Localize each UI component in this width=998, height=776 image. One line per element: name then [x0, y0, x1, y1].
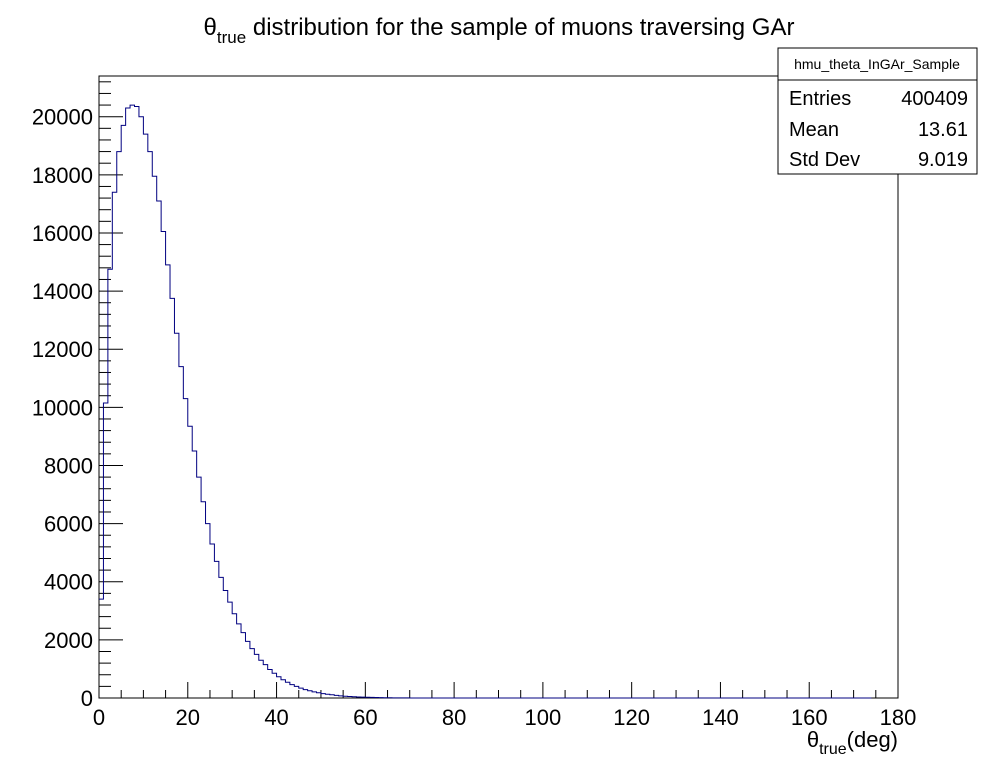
- chart-title-subscript: true: [217, 28, 246, 47]
- chart-title: θtrue distribution for the sample of muo…: [204, 14, 795, 47]
- y-tick-label: 16000: [32, 221, 93, 246]
- histogram-series-line: [99, 104, 872, 699]
- x-tick-label: 120: [613, 705, 650, 730]
- y-tick-label: 6000: [44, 512, 93, 537]
- stats-stddev-label: Std Dev: [789, 149, 860, 171]
- x-tick-label: 180: [880, 705, 917, 730]
- y-tick-label: 4000: [44, 570, 93, 595]
- y-axis-tick-labels: 0 2000 4000 6000 8000 10000 12000 14000 16000 180…: [32, 105, 93, 711]
- x-tick-label: 0: [93, 705, 105, 730]
- x-axis-title-symbol: θ: [807, 727, 819, 752]
- stats-entries-value: 400409: [901, 88, 968, 110]
- stats-box-frame: [777, 47, 978, 175]
- y-tick-label: 10000: [32, 395, 93, 420]
- y-tick-label: 12000: [32, 337, 93, 362]
- y-tick-label: 20000: [32, 105, 93, 130]
- stats-mean-label: Mean: [789, 119, 839, 141]
- x-tick-label: 100: [525, 705, 562, 730]
- x-tick-label: 20: [176, 705, 200, 730]
- y-tick-label: 2000: [44, 628, 93, 653]
- x-tick-label: 80: [442, 705, 466, 730]
- stats-box-name: hmu_theta_InGAr_Sample: [794, 56, 960, 72]
- stats-entries-label: Entries: [789, 88, 851, 110]
- x-tick-label: 60: [353, 705, 377, 730]
- chart-title-text: distribution for the sample of muons tra…: [246, 14, 794, 41]
- x-axis-title: θtrue(deg): [807, 727, 898, 758]
- x-tick-label: 40: [264, 705, 288, 730]
- x-axis-ticks: [98, 682, 899, 698]
- x-tick-label: 160: [791, 705, 828, 730]
- y-tick-label: 8000: [44, 453, 93, 478]
- x-axis-tick-labels: 0 20 40 60 80 100 120 140 160 180: [93, 705, 916, 730]
- y-tick-label: 18000: [32, 163, 93, 188]
- stats-box: hmu_theta_InGAr_Sample Entries 400409 Me…: [777, 47, 978, 175]
- y-tick-label: 0: [81, 686, 93, 711]
- stats-mean-value: 13.61: [918, 119, 968, 141]
- chart-title-symbol: θ: [204, 14, 217, 41]
- y-axis-ticks: [99, 81, 123, 699]
- y-tick-label: 14000: [32, 279, 93, 304]
- x-axis-title-text: (deg): [847, 727, 898, 752]
- x-tick-label: 140: [702, 705, 739, 730]
- x-axis-title-subscript: true: [819, 741, 847, 758]
- stats-stddev-value: 9.019: [918, 149, 968, 171]
